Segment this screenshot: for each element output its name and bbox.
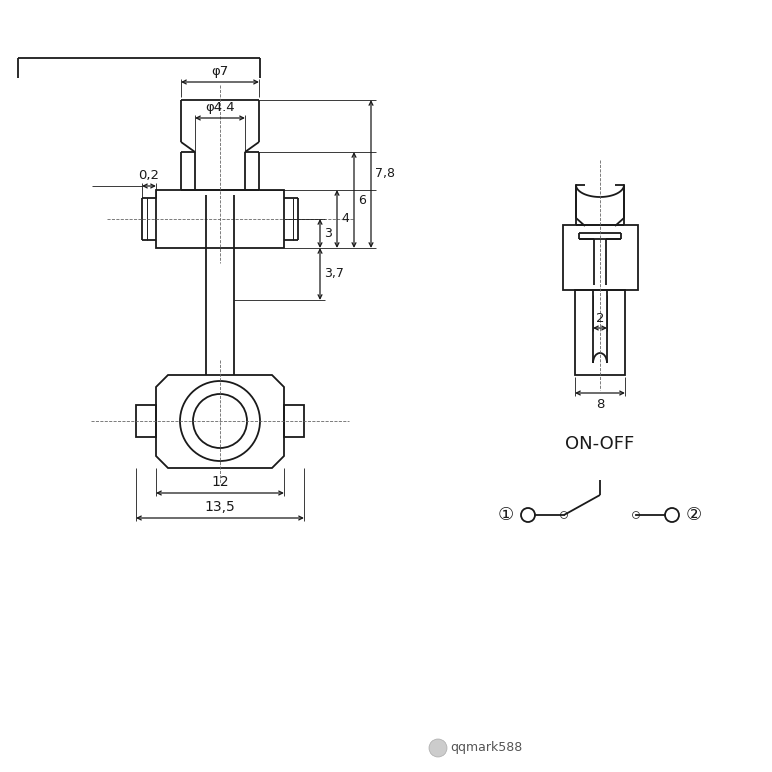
Bar — [136, 405, 156, 437]
Text: 0,2: 0,2 — [138, 168, 160, 181]
Circle shape — [560, 512, 567, 519]
Text: qqmark588: qqmark588 — [450, 741, 522, 754]
Circle shape — [429, 739, 447, 757]
Circle shape — [632, 512, 639, 519]
Bar — [563, 225, 638, 290]
Text: 13,5: 13,5 — [205, 500, 235, 514]
Text: ①: ① — [498, 506, 514, 524]
Text: 12: 12 — [212, 475, 229, 489]
Circle shape — [665, 508, 679, 522]
Text: 7,8: 7,8 — [375, 168, 395, 181]
Text: 3: 3 — [324, 227, 332, 240]
Bar — [156, 190, 284, 248]
Text: 2: 2 — [596, 311, 604, 324]
Text: φ4.4: φ4.4 — [205, 100, 235, 113]
Text: 3,7: 3,7 — [324, 268, 344, 280]
Text: φ7: φ7 — [212, 65, 229, 77]
Bar — [284, 405, 304, 437]
Circle shape — [521, 508, 535, 522]
Text: 6: 6 — [358, 194, 366, 206]
Text: 8: 8 — [596, 398, 604, 411]
Text: 4: 4 — [341, 212, 349, 225]
Text: ON-OFF: ON-OFF — [565, 435, 635, 453]
Bar — [575, 290, 625, 375]
Text: ②: ② — [686, 506, 702, 524]
